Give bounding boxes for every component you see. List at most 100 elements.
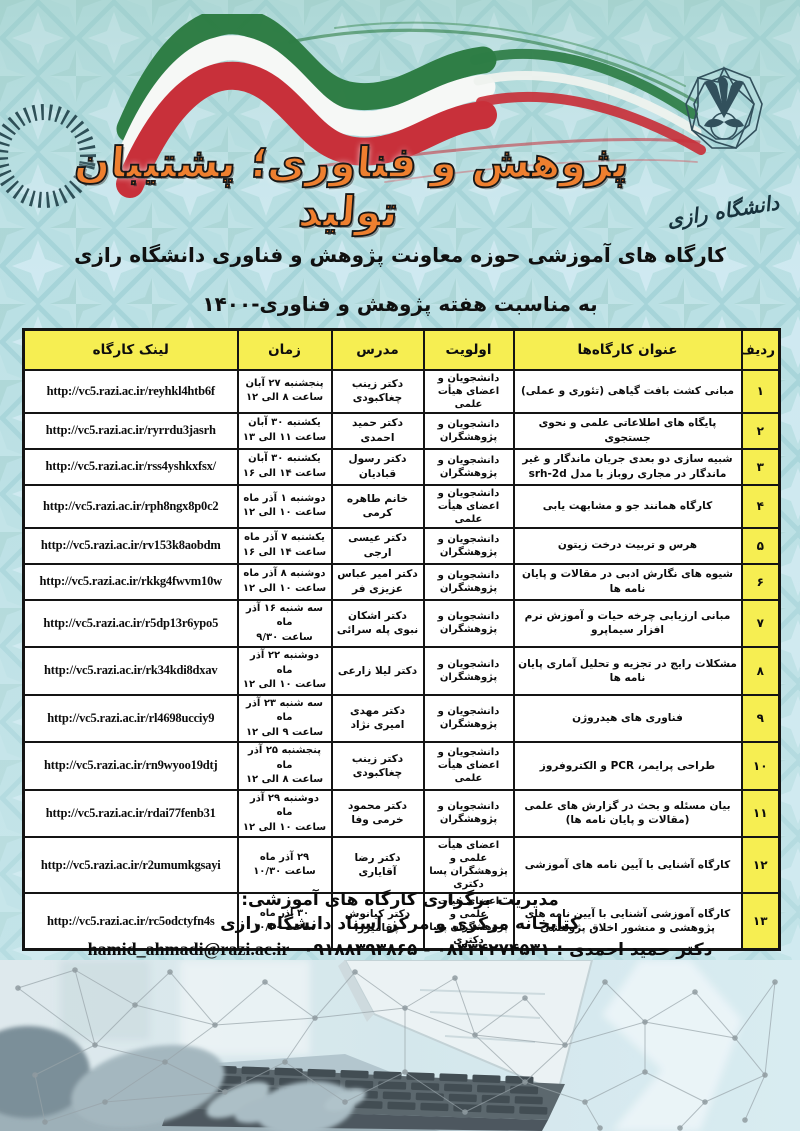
workshop-time: ۲۹ آذر ماه ساعت ۱۰/۳۰ — [236, 836, 333, 894]
row-number: ۶ — [740, 562, 781, 601]
workshop-link[interactable]: http://vc5.razi.ac.ir/rdai77fenb31 — [22, 788, 239, 838]
workshop-priority: اعضای هیأت علمی و پژوهشگران پسا دکتری — [422, 892, 515, 951]
workshop-priority: دانشجویان و پژوهشگران — [422, 447, 515, 486]
iran-flag-ribbon-icon — [116, 14, 706, 198]
workshop-title: شبیه سازی دو بعدی جریان ماندگار و غیر ما… — [512, 447, 743, 486]
laptop-typing-photo — [0, 960, 800, 1131]
workshop-title: طراحی پرایمر، PCR و الکتروفروز — [512, 741, 743, 791]
workshop-instructor: خانم طاهره کرمی — [330, 483, 425, 529]
workshop-link[interactable]: http://vc5.razi.ac.ir/rv153k8aobdm — [22, 526, 239, 565]
workshop-title: شیوه های نگارش ادبی در مقالات و پایان نا… — [512, 562, 743, 601]
workshop-link[interactable]: http://vc5.razi.ac.ir/rk34kdi8dxav — [22, 646, 239, 696]
workshop-instructor: دکتر رسول قبادیان — [330, 447, 425, 486]
razi-university-logo: دانشگاه رازی — [658, 66, 790, 242]
workshop-time: یکشنبه ۷ آذر ماه ساعت ۱۴ الی ۱۶ — [236, 526, 333, 565]
table-row: ۱۳ کارگاه آموزشی آشنایی با آیین نامه های … — [22, 892, 781, 951]
column-header-row-number: ردیف — [740, 328, 781, 371]
workshop-time: دوشنبه ۲۲ آذر ماه ساعت ۱۰ الی ۱۲ — [236, 646, 333, 696]
table-row: ۱۱ بیان مسئله و بحث در گزارش های علمی (مق… — [22, 788, 781, 838]
row-number: ۵ — [740, 526, 781, 565]
column-header-title: عنوان کارگاه‌ها — [512, 328, 743, 371]
workshops-table: ردیف عنوان کارگاه‌ها اولویت مدرس زمان لی… — [22, 328, 781, 951]
workshop-time: دوشنبه ۲۹ آذر ماه ساعت ۱۰ الی ۱۲ — [236, 788, 333, 838]
logo-caption: دانشگاه رازی — [665, 190, 782, 233]
row-number: ۳ — [740, 447, 781, 486]
workshop-priority: اعضای هیأت علمی و پژوهشگران پسا دکتری — [422, 836, 515, 894]
column-header-priority: اولویت — [422, 328, 515, 371]
row-number: ۷ — [740, 598, 781, 648]
workshop-link[interactable]: http://vc5.razi.ac.ir/rss4yshkxfsx/ — [22, 447, 239, 486]
row-number: ۱۲ — [740, 836, 781, 894]
row-number: ۱۰ — [740, 741, 781, 791]
contact-email[interactable]: hamid_ahmadi@razi.ac.ir — [87, 939, 290, 959]
workshops-table-container: ردیف عنوان کارگاه‌ها اولویت مدرس زمان لی… — [22, 328, 781, 951]
workshop-title: کارگاه آموزشی آشنایی با آیین نامه های پژ… — [512, 892, 743, 951]
workshop-link[interactable]: http://vc5.razi.ac.ir/rkkg4fwvm10w — [22, 562, 239, 601]
workshop-priority: دانشجویان و پژوهشگران — [422, 693, 515, 743]
photo-background-shapes — [60, 960, 742, 1131]
workshop-title: کارگاه آشنایی با آیین نامه های آموزشی — [512, 836, 743, 894]
subtitle-line2: به مناسبت هفته پژوهش و فناوری-۱۴۰۰ — [202, 292, 598, 316]
contact-name-phones: دکتر حمید احمدی : ۰۸۳۳۴۲۷۴۵۳۱ - ۰۹۱۸۸۳۹۳… — [303, 940, 713, 960]
workshop-title: هرس و تربیت درخت زیتون — [512, 526, 743, 565]
workshop-link[interactable]: http://vc5.razi.ac.ir/reyhkl4htb6f — [22, 368, 239, 414]
workshop-title: کارگاه همانند جو و مشابهت یابی — [512, 483, 743, 529]
workshop-link[interactable]: http://vc5.razi.ac.ir/rl4698ucciy9 — [22, 693, 239, 743]
workshop-instructor: دکتر لیلا زارعی — [330, 646, 425, 696]
workshop-time: سه شنبه ۱۶ آذر ماه ساعت ۹/۳۰ — [236, 598, 333, 648]
workshop-time: ۳۰ آذر ماه ساعت ۱۰/۳۰ — [236, 892, 333, 951]
row-number: ۴ — [740, 483, 781, 529]
row-number: ۲ — [740, 411, 781, 450]
row-number: ۱۱ — [740, 788, 781, 838]
workshop-time: دوشنبه ۸ آذر ماه ساعت ۱۰ الی ۱۲ — [236, 562, 333, 601]
workshop-time: یکشنبه ۳۰ آبان ساعت ۱۱ الی ۱۳ — [236, 411, 333, 450]
workshop-title: بیان مسئله و بحث در گزارش های علمی (مقال… — [512, 788, 743, 838]
subtitle-line1: کارگاه های آموزشی حوزه معاونت پژوهش و فن… — [74, 243, 726, 267]
workshop-title: مبانی ارزیابی چرخه حیات و آموزش نرم افزا… — [512, 598, 743, 648]
workshop-priority: دانشجویان و پژوهشگران — [422, 646, 515, 696]
workshop-link[interactable]: http://vc5.razi.ac.ir/rc5odctyfn4s — [22, 892, 239, 951]
column-header-instructor: مدرس — [330, 328, 425, 371]
workshop-link[interactable]: http://vc5.razi.ac.ir/rn9wyoo19dtj — [22, 741, 239, 791]
column-header-time: زمان — [236, 328, 333, 371]
table-row: ۱۲ کارگاه آشنایی با آیین نامه های آموزشی ا… — [22, 836, 781, 894]
workshop-instructor: دکتر عیسی ارجی — [330, 526, 425, 565]
workshop-priority: دانشجویان و پژوهشگران — [422, 598, 515, 648]
spiral-ring-icon — [0, 104, 96, 208]
footer-contact-line: دکتر حمید احمدی : ۰۸۳۳۴۲۷۴۵۳۱ - ۰۹۱۸۸۳۹۳… — [0, 936, 800, 963]
workshop-link[interactable]: http://vc5.razi.ac.ir/r5dp13r6ypo5 — [22, 598, 239, 648]
workshop-time: یکشنبه ۳۰ آبان ساعت ۱۴ الی ۱۶ — [236, 447, 333, 486]
row-number: ۹ — [740, 693, 781, 743]
workshop-priority: دانشجویان و اعضای هیأت علمی — [422, 368, 515, 414]
page-title: پژوهش و فناوری؛ پشتیبان تولید — [72, 137, 631, 237]
workshop-link[interactable]: http://vc5.razi.ac.ir/r2umumkgsayi — [22, 836, 239, 894]
workshop-time: پنجشنبه ۲۵ آذر ماه ساعت ۸ الی ۱۲ — [236, 741, 333, 791]
table-row: ۲ پایگاه های اطلاعاتی علمی و نحوی جستجوی د… — [22, 411, 781, 450]
workshop-title: پایگاه های اطلاعاتی علمی و نحوی جستجوی — [512, 411, 743, 450]
workshop-table-body: ۱ مبانی کشت بافت گیاهی (تئوری و عملی) دانش… — [22, 368, 781, 951]
table-row: ۵ هرس و تربیت درخت زیتون دانشجویان و پژوهش… — [22, 526, 781, 565]
network-mesh-icon — [15, 967, 778, 1131]
workshop-priority: دانشجویان و پژوهشگران — [422, 411, 515, 450]
workshop-instructor: دکتر کیانوش چقامیرزا — [330, 892, 425, 951]
workshop-title: مبانی کشت بافت گیاهی (تئوری و عملی) — [512, 368, 743, 414]
workshop-instructor: دکتر زینب چغاکبودی — [330, 368, 425, 414]
workshop-link[interactable]: http://vc5.razi.ac.ir/ryrrdu3jasrh — [22, 411, 239, 450]
workshop-priority: دانشجویان و پژوهشگران — [422, 526, 515, 565]
workshop-instructor: دکتر امیر عباس عزیزی فر — [330, 562, 425, 601]
footer-library-line: کتابخانه مرکزی و مرکز اسناد دانشگاه رازی — [220, 914, 580, 934]
table-row: ۳ شبیه سازی دو بعدی جریان ماندگار و غیر م… — [22, 447, 781, 486]
workshop-priority: دانشجویان و پژوهشگران — [422, 788, 515, 838]
workshop-time: پنجشنبه ۲۷ آبان ساعت ۸ الی ۱۲ — [236, 368, 333, 414]
table-row: ۴ کارگاه همانند جو و مشابهت یابی دانشجویان… — [22, 483, 781, 529]
workshop-priority: دانشجویان و اعضای هیأت علمی — [422, 483, 515, 529]
footer-management-line: مدیریت برگزاری کارگاه های آموزشی: — [241, 890, 559, 910]
workshop-link[interactable]: http://vc5.razi.ac.ir/rph8ngx8p0c2 — [22, 483, 239, 529]
table-row: ۷ مبانی ارزیابی چرخه حیات و آموزش نرم افز… — [22, 598, 781, 648]
workshop-instructor: دکتر حمید احمدی — [330, 411, 425, 450]
table-row: ۸ مشکلات رایج در تجزیه و تحلیل آماری پایا… — [22, 646, 781, 696]
table-row: ۱ مبانی کشت بافت گیاهی (تئوری و عملی) دانش… — [22, 368, 781, 414]
table-row: ۱۰ طراحی پرایمر، PCR و الکتروفروز دانشجویا… — [22, 741, 781, 791]
table-header-row: ردیف عنوان کارگاه‌ها اولویت مدرس زمان لی… — [22, 328, 781, 371]
row-number: ۸ — [740, 646, 781, 696]
